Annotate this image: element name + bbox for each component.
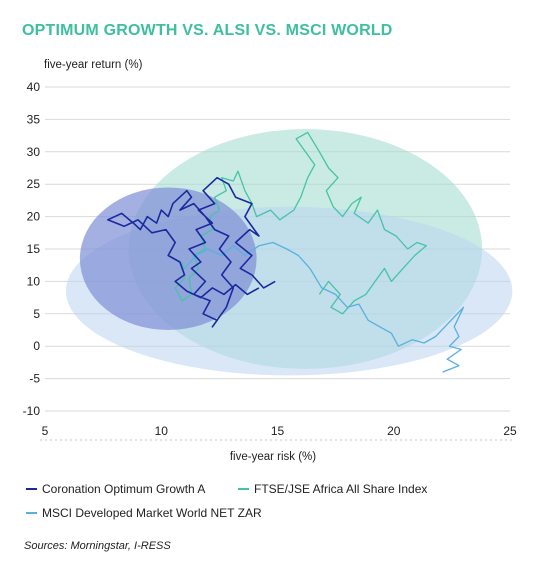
y-tick-label: 35	[27, 112, 41, 126]
y-tick-label: -10	[23, 404, 41, 418]
x-tick-label: 20	[387, 424, 401, 438]
x-tick-label: 5	[42, 424, 49, 438]
series-lines	[107, 131, 465, 373]
y-tick-label: 15	[27, 242, 41, 256]
y-tick-label: 30	[27, 145, 41, 159]
x-tick-label: 25	[503, 424, 517, 438]
x-tick-labels: 5 10 15 20 25	[42, 424, 517, 438]
x-tick-label: 10	[155, 424, 169, 438]
series-line-0	[107, 176, 276, 328]
y-tick-label: 20	[27, 210, 41, 224]
legend-swatch-coronation	[26, 488, 37, 490]
legend-item-coronation: Coronation Optimum Growth A	[26, 482, 205, 496]
chart-title: OPTIMUM GROWTH VS. ALSI VS. MSCI WORLD	[22, 22, 393, 39]
legend-label-coronation: Coronation Optimum Growth A	[42, 482, 206, 496]
legend-item-ftse-jse: FTSE/JSE Africa All Share Index	[238, 482, 427, 496]
legend-label-msci: MSCI Developed Market World NET ZAR	[42, 506, 262, 520]
y-tick-label: 25	[27, 177, 41, 191]
x-axis-label: five-year risk (%)	[229, 451, 317, 463]
y-tick-label: 5	[33, 307, 40, 321]
series-line-2	[184, 241, 465, 373]
series-line-1	[174, 131, 427, 315]
ellipse-0	[79, 187, 257, 330]
legend-item-msci: MSCI Developed Market World NET ZAR	[26, 506, 262, 520]
y-tick-label: 40	[27, 80, 41, 94]
y-tick-label: 0	[33, 339, 40, 353]
y-axis-label: five-year return (%)	[44, 59, 143, 71]
y-tick-label: 10	[27, 274, 41, 288]
risk-return-ellipses	[65, 129, 513, 376]
legend-swatch-msci	[26, 512, 37, 514]
legend-label-ftse-jse: FTSE/JSE Africa All Share Index	[254, 482, 428, 496]
scatter-chart: 5 10 15 20 25 -10 -5 0 5 10 15 20 25 30 35 40	[23, 80, 517, 441]
legend-swatch-ftse-jse	[238, 488, 249, 490]
source-note: Sources: Morningstar, I-RESS	[24, 540, 171, 552]
y-tick-labels: -10 -5 0 5 10 15 20 25 30 35 40	[23, 80, 41, 418]
x-tick-label: 15	[271, 424, 285, 438]
y-tick-label: -5	[29, 372, 40, 386]
